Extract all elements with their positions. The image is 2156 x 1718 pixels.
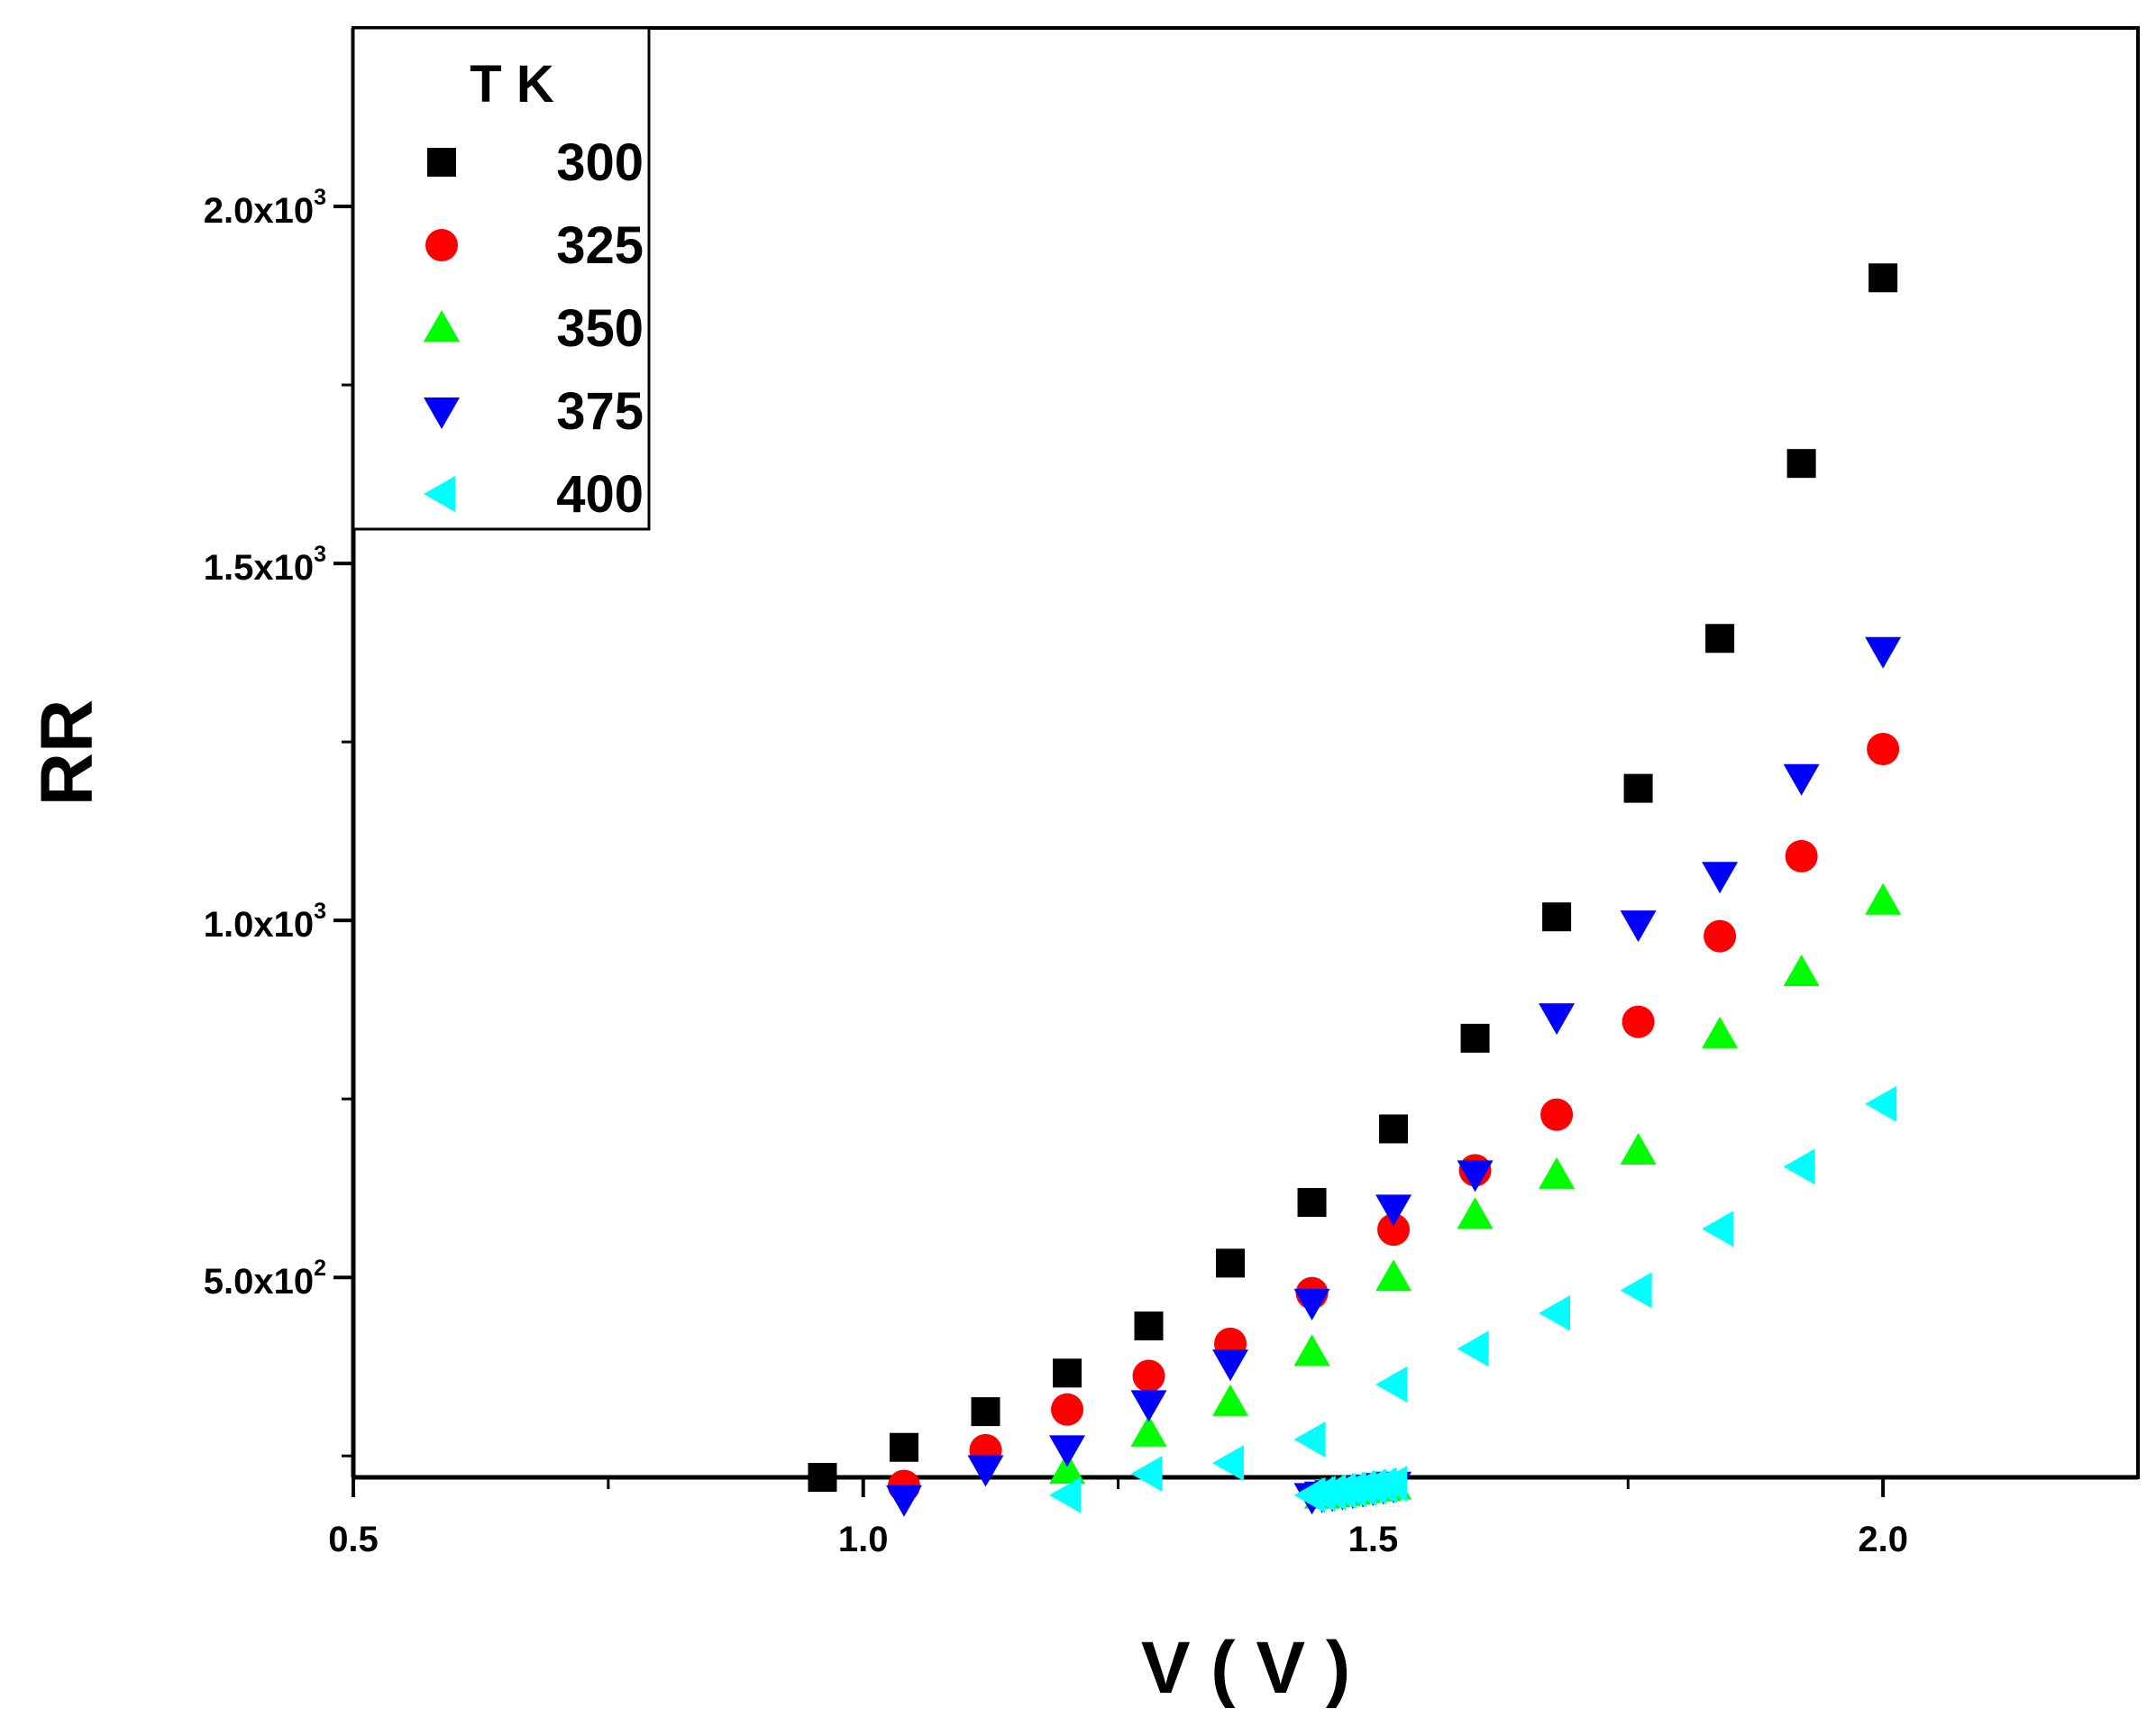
series-400: [1049, 1085, 1897, 1513]
legend-marker-400: [424, 476, 455, 512]
y-axis-ticks: 5.0x102 1.0x103 1.5x103 2.0x103: [204, 185, 353, 1458]
point-325: [1540, 1098, 1574, 1131]
point-400: [1783, 1148, 1815, 1185]
point-325: [1622, 1005, 1655, 1038]
legend-title: T K: [470, 55, 554, 114]
legend-marker-375: [424, 398, 460, 429]
x-axis-title: V ( V ): [1141, 1627, 1350, 1709]
y-tick-label: 1.0x103: [204, 899, 326, 945]
point-300: [1460, 1023, 1490, 1053]
legend-label-350: 350: [556, 299, 644, 358]
point-400: [1130, 1456, 1163, 1493]
legend-marker-300: [427, 148, 456, 177]
point-350: [1212, 1384, 1249, 1416]
x-tick-label: 1.0: [838, 1520, 889, 1559]
point-300: [1542, 902, 1572, 932]
point-300: [1868, 263, 1898, 293]
point-300: [1297, 1188, 1327, 1218]
point-375: [1539, 1003, 1576, 1036]
point-300: [1379, 1114, 1409, 1144]
legend-label-325: 325: [556, 216, 644, 275]
point-325: [1867, 733, 1900, 766]
x-tick-label: 2.0: [1858, 1520, 1908, 1559]
point-350: [1539, 1156, 1576, 1189]
point-300: [889, 1432, 918, 1462]
y-axis-title: RR: [26, 699, 108, 806]
legend-label-300: 300: [556, 133, 644, 192]
point-300: [1623, 773, 1653, 803]
y-tick-label: 1.5x103: [204, 542, 326, 588]
point-375: [1783, 763, 1820, 796]
point-400: [1293, 1421, 1326, 1458]
point-400: [1375, 1366, 1408, 1403]
point-400: [1702, 1211, 1734, 1247]
point-400: [1865, 1085, 1897, 1122]
point-325: [1377, 1213, 1411, 1247]
point-325: [1051, 1393, 1083, 1426]
point-300: [1705, 624, 1735, 653]
point-300: [808, 1463, 837, 1492]
point-400: [1457, 1330, 1489, 1367]
point-375: [1457, 1160, 1494, 1193]
legend: T K 300 325 350 375 400: [352, 26, 651, 531]
point-350: [1702, 1016, 1739, 1048]
point-350: [1293, 1334, 1330, 1366]
point-325: [1704, 919, 1737, 953]
y-tick-label: 2.0x103: [204, 185, 326, 231]
point-350: [1457, 1197, 1494, 1229]
point-375: [967, 1455, 1004, 1487]
point-300: [1053, 1358, 1082, 1388]
point-350: [1865, 882, 1902, 915]
point-375: [1049, 1435, 1085, 1467]
point-375: [1620, 910, 1657, 943]
point-300: [1786, 449, 1816, 479]
point-400: [1049, 1476, 1081, 1513]
point-375: [885, 1485, 922, 1517]
point-300: [1134, 1311, 1164, 1341]
point-400: [1539, 1294, 1571, 1331]
point-350: [1620, 1133, 1657, 1165]
point-300: [1216, 1248, 1246, 1278]
data-points: [808, 263, 1902, 1517]
point-400: [1212, 1445, 1245, 1482]
legend-box: [352, 26, 651, 531]
y-tick-label: 5.0x102: [204, 1256, 326, 1302]
x-tick-label: 0.5: [328, 1520, 379, 1559]
legend-marker-350: [424, 310, 460, 342]
point-300: [971, 1397, 1000, 1427]
legend-marker-325: [425, 229, 458, 261]
point-375: [1865, 636, 1902, 669]
point-375: [1130, 1390, 1167, 1422]
point-350: [1130, 1414, 1167, 1447]
legend-label-400: 400: [556, 465, 644, 524]
point-325: [1132, 1359, 1165, 1393]
point-400: [1375, 1466, 1408, 1503]
x-tick-label: 1.5: [1348, 1520, 1399, 1559]
point-350: [1375, 1259, 1412, 1292]
point-325: [1785, 839, 1818, 873]
series-300: [808, 263, 1898, 1492]
point-375: [1293, 1288, 1330, 1320]
point-400: [1620, 1272, 1652, 1309]
point-350: [1783, 954, 1820, 986]
point-375: [1375, 1194, 1412, 1227]
point-350: [1049, 1452, 1085, 1485]
point-375: [1702, 862, 1739, 894]
legend-label-375: 375: [556, 382, 644, 441]
point-375: [1212, 1349, 1249, 1382]
legend-items: 300 325 350 375 400: [424, 133, 644, 524]
